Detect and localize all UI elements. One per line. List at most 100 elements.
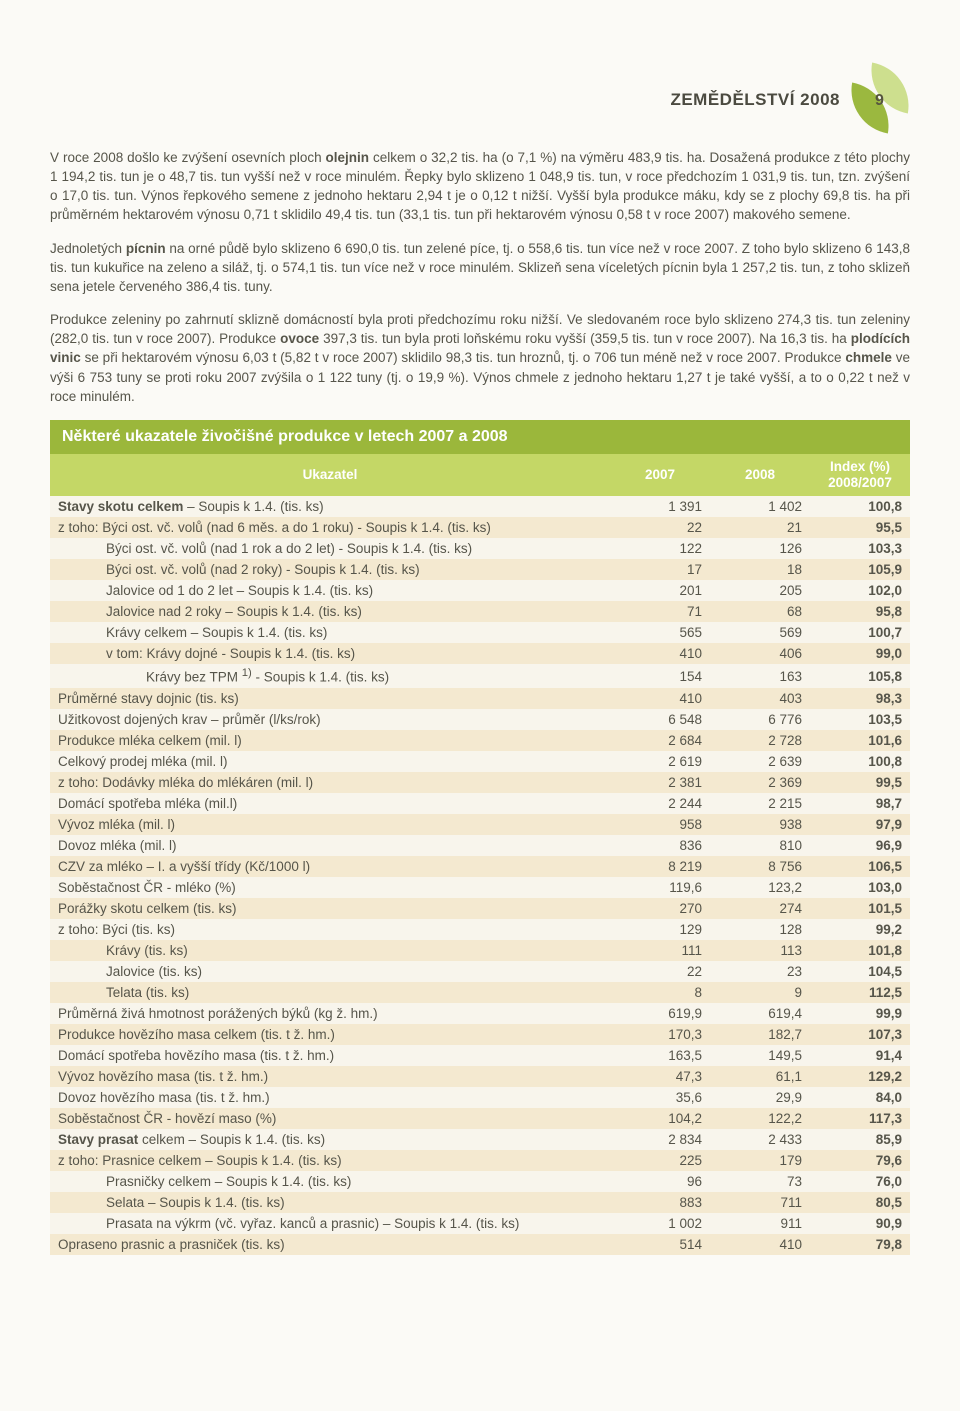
doc-title: ZEMĚDĚLSTVÍ 2008 [670,90,840,110]
cell-2007: 565 [610,622,710,643]
cell-2007: 22 [610,517,710,538]
table-row: Telata (tis. ks)89112,5 [50,982,910,1003]
table-row: z toho: Prasnice celkem – Soupis k 1.4. … [50,1150,910,1171]
table-row: Prasničky celkem – Soupis k 1.4. (tis. k… [50,1171,910,1192]
table-row: Produkce hovězího masa celkem (tis. t ž.… [50,1024,910,1045]
table-row: Opraseno prasnic a prasniček (tis. ks)51… [50,1234,910,1255]
cell-2008: 29,9 [710,1087,810,1108]
cell-label: Jalovice od 1 do 2 let – Soupis k 1.4. (… [50,580,610,601]
cell-label: Prasničky celkem – Soupis k 1.4. (tis. k… [50,1171,610,1192]
cell-label: Prasata na výkrm (vč. vyřaz. kanců a pra… [50,1213,610,1234]
cell-index: 96,9 [810,835,910,856]
cell-label: Užitkovost dojených krav – průměr (l/ks/… [50,709,610,730]
table-row: Domácí spotřeba hovězího masa (tis. t ž.… [50,1045,910,1066]
table-header-row: Ukazatel 2007 2008 Index (%)2008/2007 [50,454,910,496]
cell-label: Domácí spotřeba mléka (mil.l) [50,793,610,814]
cell-label: Býci ost. vč. volů (nad 2 roky) - Soupis… [50,559,610,580]
cell-label: z toho: Dodávky mléka do mlékáren (mil. … [50,772,610,793]
table-row: Porážky skotu celkem (tis. ks)270274101,… [50,898,910,919]
cell-label: Celkový prodej mléka (mil. l) [50,751,610,772]
cell-index: 103,3 [810,538,910,559]
cell-index: 129,2 [810,1066,910,1087]
cell-2008: 23 [710,961,810,982]
cell-index: 106,5 [810,856,910,877]
cell-index: 103,0 [810,877,910,898]
cell-2008: 2 639 [710,751,810,772]
table-row: Prasata na výkrm (vč. vyřaz. kanců a pra… [50,1213,910,1234]
table-row: Užitkovost dojených krav – průměr (l/ks/… [50,709,910,730]
table-row: CZV za mléko – I. a vyšší třídy (Kč/1000… [50,856,910,877]
table-row: Jalovice nad 2 roky – Soupis k 1.4. (tis… [50,601,910,622]
table-row: Jalovice (tis. ks)2223104,5 [50,961,910,982]
cell-index: 105,8 [810,664,910,688]
cell-label: Soběstačnost ČR - mléko (%) [50,877,610,898]
table-row: Stavy skotu celkem – Soupis k 1.4. (tis.… [50,496,910,517]
cell-2008: 163 [710,664,810,688]
cell-index: 107,3 [810,1024,910,1045]
cell-label: z toho: Prasnice celkem – Soupis k 1.4. … [50,1150,610,1171]
cell-label: Soběstačnost ČR - hovězí maso (%) [50,1108,610,1129]
cell-2007: 958 [610,814,710,835]
col-header-2007: 2007 [610,454,710,496]
cell-index: 102,0 [810,580,910,601]
cell-2008: 410 [710,1234,810,1255]
cell-2008: 938 [710,814,810,835]
cell-2007: 619,9 [610,1003,710,1024]
cell-2008: 9 [710,982,810,1003]
cell-2008: 128 [710,919,810,940]
cell-2008: 619,4 [710,1003,810,1024]
table-row: Krávy (tis. ks)111113101,8 [50,940,910,961]
cell-2008: 205 [710,580,810,601]
cell-2007: 17 [610,559,710,580]
cell-index: 76,0 [810,1171,910,1192]
cell-2007: 71 [610,601,710,622]
cell-2007: 6 548 [610,709,710,730]
cell-2008: 569 [710,622,810,643]
table-row: Býci ost. vč. volů (nad 1 rok a do 2 let… [50,538,910,559]
cell-index: 101,8 [810,940,910,961]
leaf-icon: 9 [854,72,910,128]
cell-2008: 810 [710,835,810,856]
cell-2008: 2 369 [710,772,810,793]
cell-2007: 8 [610,982,710,1003]
cell-2008: 274 [710,898,810,919]
cell-label: Krávy celkem – Soupis k 1.4. (tis. ks) [50,622,610,643]
cell-2008: 123,2 [710,877,810,898]
cell-2008: 126 [710,538,810,559]
cell-label: Porážky skotu celkem (tis. ks) [50,898,610,919]
cell-index: 117,3 [810,1108,910,1129]
cell-label: Vývoz mléka (mil. l) [50,814,610,835]
cell-2007: 2 834 [610,1129,710,1150]
cell-2008: 113 [710,940,810,961]
cell-2008: 403 [710,688,810,709]
table-row: Stavy prasat celkem – Soupis k 1.4. (tis… [50,1129,910,1150]
table-row: Vývoz mléka (mil. l)95893897,9 [50,814,910,835]
cell-2008: 18 [710,559,810,580]
cell-2007: 2 684 [610,730,710,751]
table-row: Dovoz hovězího masa (tis. t ž. hm.)35,62… [50,1087,910,1108]
table-row: Vývoz hovězího masa (tis. t ž. hm.)47,36… [50,1066,910,1087]
cell-label: Stavy skotu celkem – Soupis k 1.4. (tis.… [50,496,610,517]
cell-index: 90,9 [810,1213,910,1234]
cell-label: CZV za mléko – I. a vyšší třídy (Kč/1000… [50,856,610,877]
cell-label: Krávy bez TPM 1) - Soupis k 1.4. (tis. k… [50,664,610,688]
cell-index: 100,7 [810,622,910,643]
cell-2007: 8 219 [610,856,710,877]
data-table: Ukazatel 2007 2008 Index (%)2008/2007 St… [50,454,910,1255]
cell-index: 99,2 [810,919,910,940]
cell-label: Selata – Soupis k 1.4. (tis. ks) [50,1192,610,1213]
cell-index: 100,8 [810,751,910,772]
table-row: Domácí spotřeba mléka (mil.l)2 2442 2159… [50,793,910,814]
table-row: Průměrné stavy dojnic (tis. ks)41040398,… [50,688,910,709]
col-header-ukazatel: Ukazatel [50,454,610,496]
cell-label: Telata (tis. ks) [50,982,610,1003]
cell-2008: 2 433 [710,1129,810,1150]
table-row: Produkce mléka celkem (mil. l)2 6842 728… [50,730,910,751]
cell-index: 95,8 [810,601,910,622]
cell-2007: 410 [610,643,710,664]
cell-index: 100,8 [810,496,910,517]
cell-index: 105,9 [810,559,910,580]
page-number: 9 [875,92,884,110]
cell-label: z toho: Býci (tis. ks) [50,919,610,940]
cell-index: 99,9 [810,1003,910,1024]
